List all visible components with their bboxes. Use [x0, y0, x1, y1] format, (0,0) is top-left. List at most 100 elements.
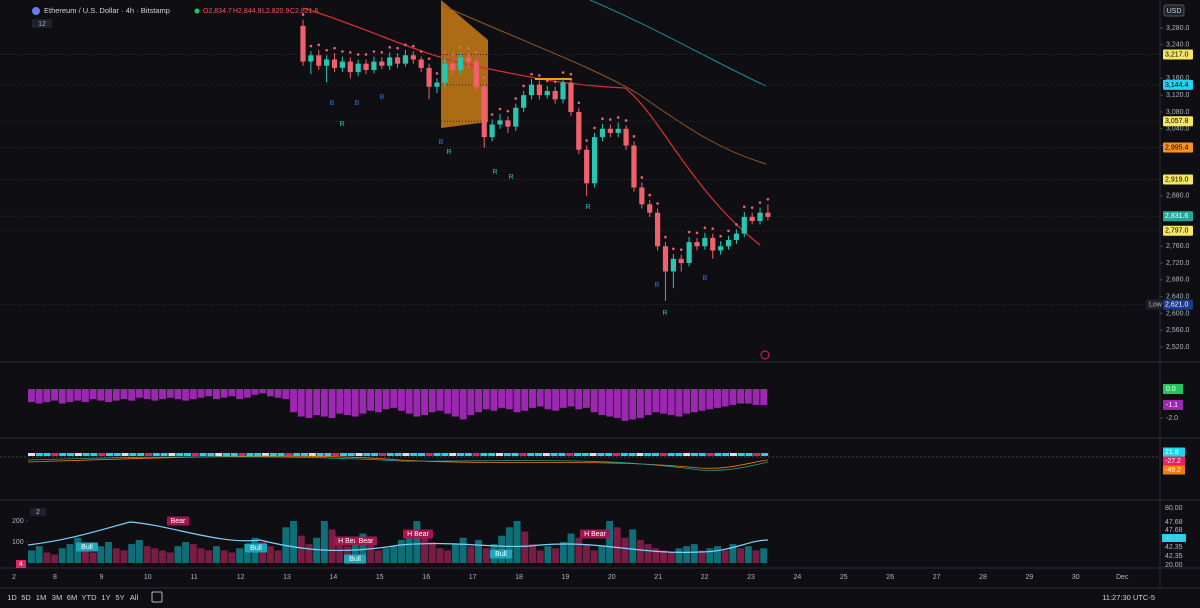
volume-bar	[97, 546, 105, 563]
oscillator-bar	[129, 453, 137, 456]
price-tag	[1163, 79, 1193, 90]
oscillator-bar	[35, 453, 43, 456]
range-button[interactable]: 1Y	[101, 593, 110, 602]
ma-line	[589, 0, 767, 87]
pane-badge[interactable]	[30, 508, 46, 516]
candle-body	[647, 204, 653, 213]
histogram-bar	[243, 389, 251, 398]
histogram-bar	[105, 389, 112, 403]
histogram-bar	[43, 389, 51, 403]
signal-dot	[372, 50, 376, 53]
histogram-bar	[421, 389, 429, 416]
price-tag-label: 2,831.6	[1165, 213, 1188, 220]
range-button[interactable]: 3M	[52, 593, 62, 602]
candle-body	[718, 246, 724, 251]
histogram-bar	[683, 389, 691, 414]
signal-dot	[593, 126, 596, 130]
ohlc-low: L2,820.9	[262, 8, 289, 15]
candle-body	[394, 57, 401, 64]
date-label: 21	[654, 574, 662, 581]
divergence-tag	[490, 549, 512, 559]
volume-bar	[120, 550, 128, 563]
replay-icon[interactable]	[760, 350, 770, 360]
oscillator-bar	[285, 453, 293, 456]
histogram-bar	[413, 389, 421, 417]
signal-dot	[648, 193, 652, 197]
signal-dot	[396, 46, 399, 50]
volume-bar	[367, 544, 375, 563]
candle-body	[339, 61, 345, 68]
histogram-bar	[112, 389, 120, 401]
histogram-bar	[236, 389, 244, 400]
oscillator-bar	[433, 453, 441, 456]
price-tag-label: 2,621.0	[1165, 301, 1188, 308]
oscillator-bar	[550, 453, 558, 456]
candle-body	[623, 128, 629, 146]
divergence-label: Bull	[349, 556, 361, 563]
oscillator-bar	[43, 453, 51, 456]
volume-bar	[559, 542, 567, 563]
volume-bar	[467, 546, 475, 563]
value-tag	[1163, 384, 1183, 394]
divergence-tag	[355, 536, 377, 546]
rsi-label: 80.00	[1165, 505, 1183, 512]
date-label: 19	[562, 574, 570, 581]
oscillator-bar	[698, 453, 706, 456]
price-tag-label: 3,217.0	[1165, 51, 1188, 58]
histogram-bar	[197, 389, 205, 398]
signal-dot	[348, 51, 352, 54]
candle-body	[316, 55, 322, 66]
price-tick-label: 2,760.0	[1166, 243, 1189, 250]
oscillator-bar	[488, 453, 496, 456]
value-tag	[1163, 399, 1183, 410]
price-tick-label: 2,720.0	[1166, 260, 1189, 267]
value-tag	[1163, 447, 1185, 457]
histogram-bar	[336, 389, 344, 414]
oscillator-bar	[636, 453, 644, 456]
volume-bar	[398, 539, 405, 563]
signal-label: R	[492, 169, 497, 176]
signal-dot	[664, 235, 667, 239]
volume-bar	[421, 531, 429, 563]
histogram-bar	[744, 389, 752, 404]
date-label: 26	[886, 574, 894, 581]
histogram-bar	[559, 389, 567, 408]
count-badge	[16, 560, 26, 568]
range-button[interactable]: 6M	[67, 593, 77, 602]
candle-body	[686, 242, 692, 264]
signal-label: B	[439, 139, 444, 146]
signal-dot	[364, 53, 368, 56]
volume-bar	[320, 521, 328, 563]
oscillator-bar	[620, 453, 628, 456]
candle-body	[670, 258, 676, 272]
range-button[interactable]: All	[130, 593, 139, 602]
range-button[interactable]: 1M	[36, 593, 46, 602]
price-tag-label: 2,919.0	[1165, 176, 1188, 183]
oscillator-bar	[223, 453, 230, 456]
candle-body	[757, 212, 763, 222]
histogram-bar	[266, 389, 274, 397]
range-button[interactable]: 5D	[21, 593, 31, 602]
histogram-bar	[228, 389, 236, 397]
date-label: 29	[1026, 574, 1034, 581]
currency-button[interactable]	[1163, 4, 1185, 17]
oscillator-label: 21.9	[1165, 449, 1179, 456]
volume-bar	[613, 527, 621, 563]
date-range-icon[interactable]	[151, 591, 163, 603]
histogram-bar	[143, 389, 151, 400]
indicator-badge[interactable]	[32, 19, 52, 28]
volume-bar	[644, 544, 652, 563]
range-button[interactable]: YTD	[82, 593, 98, 602]
range-button[interactable]: 5Y	[115, 593, 124, 602]
histogram-bar	[644, 389, 652, 416]
volume-bar	[174, 546, 182, 563]
volume-bar	[66, 544, 74, 563]
volume-bar	[51, 554, 59, 563]
volume-bar	[166, 552, 174, 563]
oscillator-bar	[316, 453, 324, 456]
oscillator-bar	[168, 453, 176, 456]
range-button[interactable]: 1D	[7, 593, 17, 602]
macd-tick-label: -1.1	[1166, 402, 1178, 409]
oscillator-bar	[527, 453, 535, 456]
divergence-label: H Bear	[338, 538, 360, 545]
